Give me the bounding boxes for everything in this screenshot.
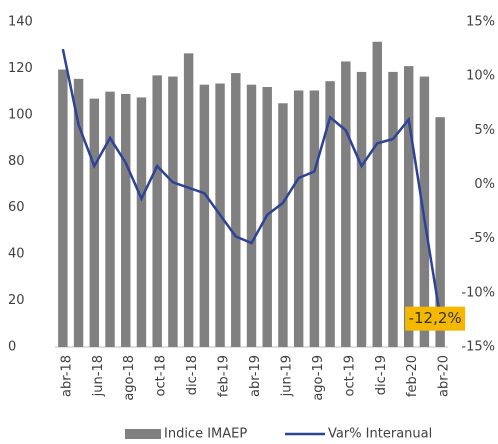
y-tick-label: 100 — [8, 107, 33, 122]
y-tick-label: 140 — [8, 15, 33, 30]
x-tick-label: jun-18 — [91, 355, 106, 397]
bar — [136, 97, 147, 347]
x-tick-label: feb-20 — [405, 355, 420, 397]
bar — [152, 75, 162, 348]
y2-tick-label: -15% — [461, 340, 495, 355]
y2-tick-label: -10% — [461, 285, 495, 300]
bar — [388, 71, 398, 348]
x-tick-label: oct-19 — [342, 355, 357, 396]
bar — [325, 81, 335, 348]
bar — [246, 84, 257, 347]
bar — [356, 71, 367, 348]
bar — [183, 53, 194, 347]
annotation-box — [405, 306, 466, 331]
bar — [341, 61, 351, 347]
bar — [309, 90, 320, 347]
bar — [435, 117, 445, 347]
bar — [58, 69, 68, 347]
y-tick-label: 60 — [8, 200, 25, 215]
y2-tick-label: -5% — [470, 231, 495, 246]
bar — [73, 78, 84, 347]
line — [61, 48, 442, 317]
legend-label: Indice IMAEP — [164, 427, 247, 442]
x-tick-label: dic-18 — [185, 355, 200, 395]
y2-tick-label: 15% — [466, 15, 495, 30]
bar — [105, 91, 115, 348]
y-tick-label: 20 — [8, 293, 25, 308]
y2-tick-label: 5% — [474, 123, 495, 138]
y-tick-label: 0 — [8, 340, 16, 355]
x-tick-label: ago-19 — [311, 355, 326, 401]
x-tick-label: abr-18 — [59, 355, 74, 397]
bar — [293, 90, 304, 347]
x-tick-label: oct-18 — [154, 355, 169, 396]
bar — [403, 66, 414, 347]
x-tick-label: dic-19 — [374, 355, 389, 395]
x-tick-label: abr-19 — [248, 355, 263, 397]
y-tick-label: 80 — [8, 154, 25, 169]
legend-swatch — [125, 429, 161, 439]
bar — [372, 41, 382, 347]
x-tick-label: feb-19 — [217, 355, 232, 397]
bar — [231, 73, 241, 348]
bar — [168, 76, 178, 347]
value-label: -12,2% — [409, 309, 462, 327]
x-tick-label: jun-19 — [279, 355, 294, 397]
y-tick-label: 40 — [8, 247, 25, 262]
y2-tick-label: 0% — [474, 177, 495, 192]
y2-tick-label: 10% — [466, 69, 495, 84]
y-tick-label: 120 — [8, 61, 33, 76]
bar — [89, 98, 100, 347]
bar — [278, 103, 288, 347]
bar — [199, 84, 210, 347]
legend-label: Var% Interanual — [328, 427, 432, 442]
x-tick-label: abr-20 — [437, 355, 452, 397]
x-tick-label: ago-18 — [122, 355, 137, 401]
bar — [121, 93, 131, 347]
